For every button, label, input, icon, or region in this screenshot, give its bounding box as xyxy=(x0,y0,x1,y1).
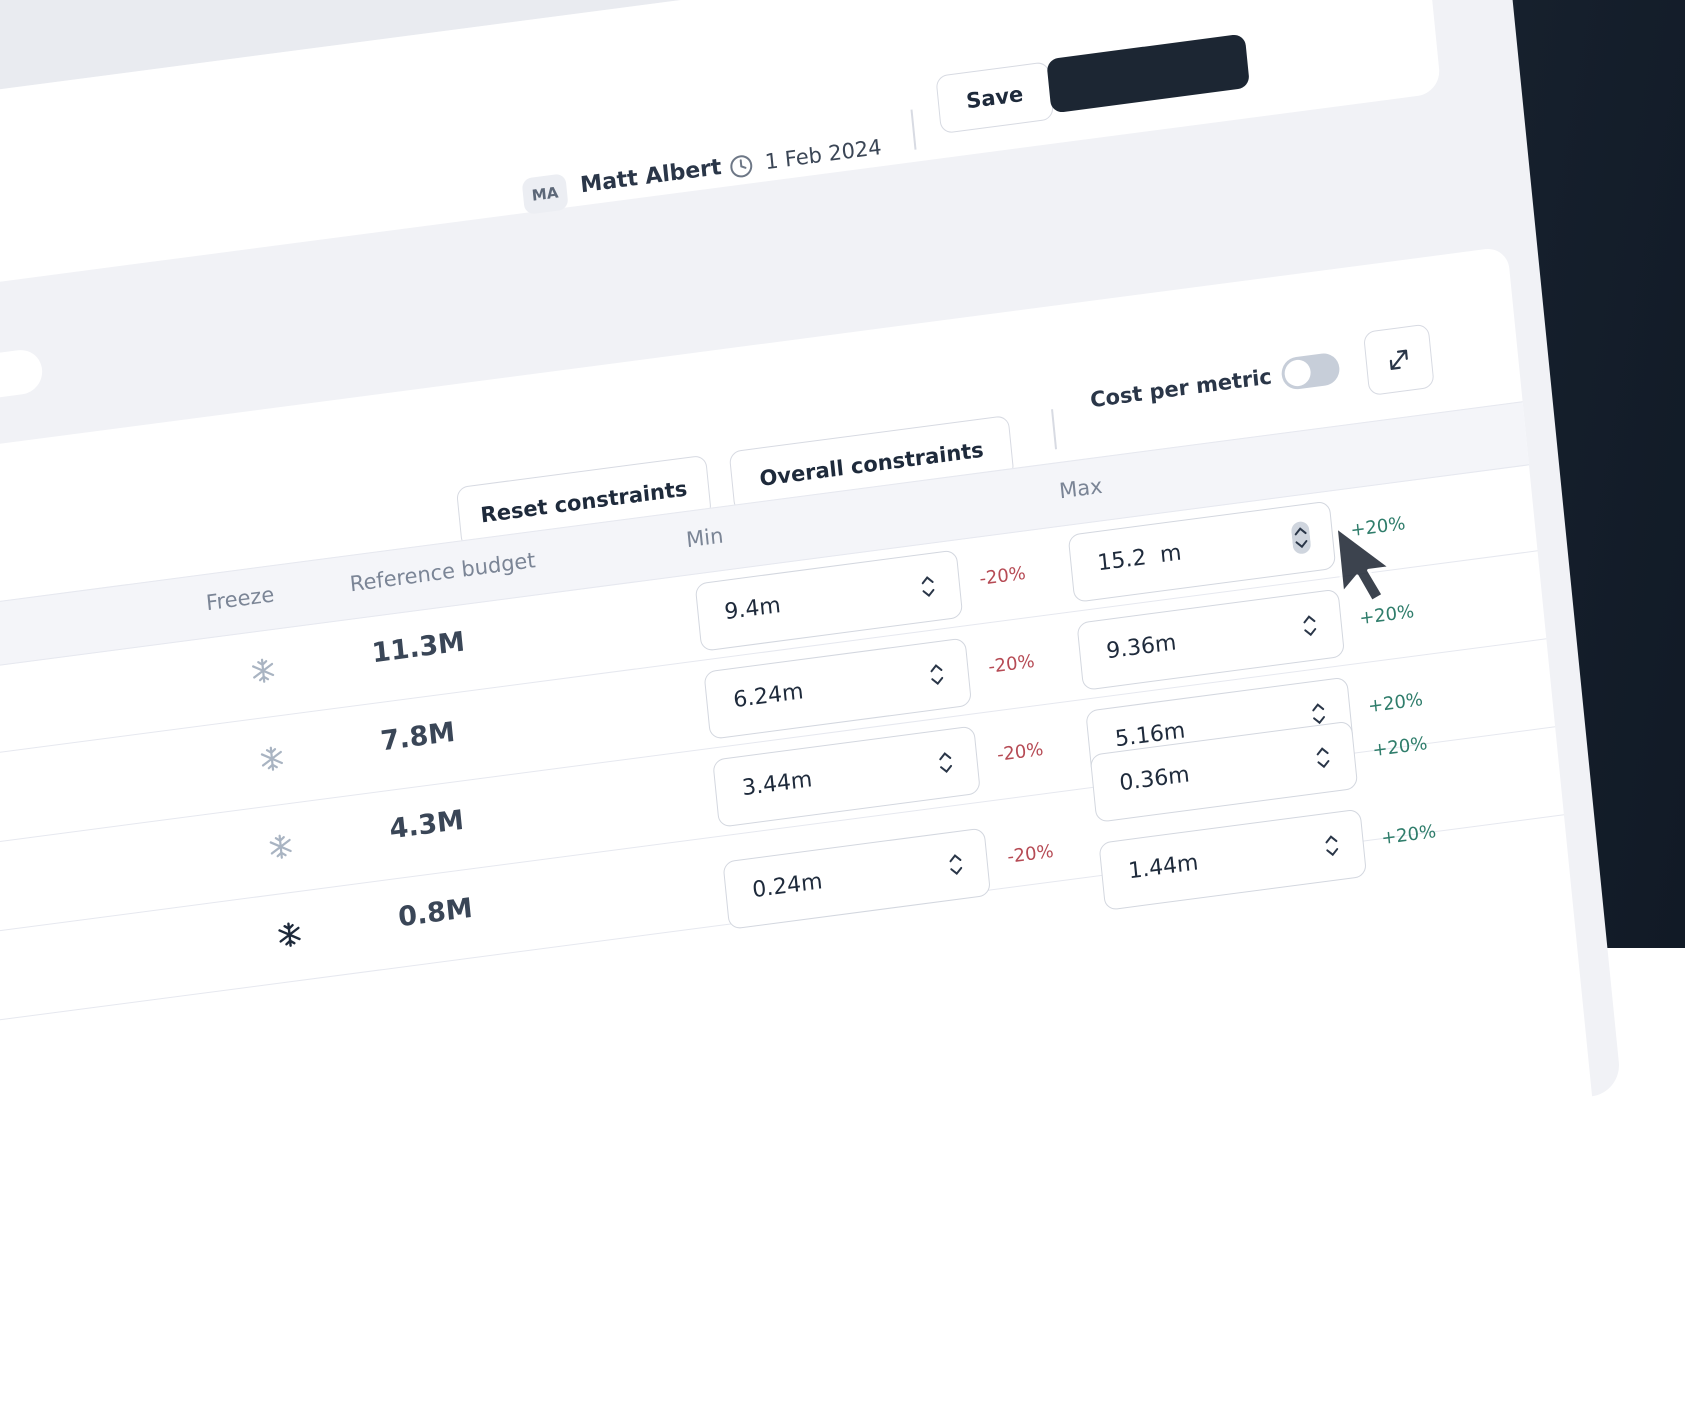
unit-label: m xyxy=(1175,850,1200,879)
chevron-up-down-icon[interactable] xyxy=(917,567,938,605)
max-input-value: 9.36 xyxy=(1105,633,1157,665)
chevron-up-down-icon[interactable] xyxy=(1312,739,1333,777)
min-input-value: 3.44 xyxy=(741,769,793,802)
snowflake-icon[interactable] xyxy=(265,831,296,863)
chevron-up-down-icon[interactable] xyxy=(1308,695,1329,733)
unit-label: m xyxy=(780,679,805,707)
expand-button[interactable] xyxy=(1362,323,1435,397)
min-column-header: Min xyxy=(685,523,725,553)
chevron-up-down-icon[interactable] xyxy=(945,845,966,883)
toggle-knob xyxy=(1283,358,1312,388)
min-input[interactable]: 9.4m xyxy=(694,549,964,652)
min-input[interactable]: 6.24m xyxy=(703,637,973,740)
max-input[interactable]: 9.36m xyxy=(1076,588,1346,691)
chevron-up-down-icon[interactable] xyxy=(935,743,956,781)
snowflake-icon[interactable] xyxy=(257,743,288,775)
chevron-up-down-icon[interactable] xyxy=(926,655,947,693)
unit-label: m xyxy=(799,869,824,897)
min-input[interactable]: 0.24m xyxy=(722,827,992,930)
unit-label: m xyxy=(1158,540,1183,569)
max-input-value: 15.2 xyxy=(1096,545,1148,577)
max-input[interactable]: 5.16m xyxy=(1085,676,1354,779)
max-input[interactable]: 15.2 m xyxy=(1067,500,1337,603)
unit-label: m xyxy=(758,592,782,621)
clock-icon xyxy=(730,155,753,178)
min-input-value: 6.24 xyxy=(732,681,784,714)
chevron-up-down-icon[interactable] xyxy=(1290,519,1311,557)
max-input-value: 0.36 xyxy=(1118,765,1170,797)
mouse-pointer-icon xyxy=(1334,525,1392,603)
snowflake-icon[interactable] xyxy=(248,655,279,687)
app-screen: MA Matt Albert 1 Feb 2024 Save Reset con… xyxy=(0,0,1622,1316)
min-input-value: 0.24 xyxy=(751,871,803,904)
avatar[interactable]: MA xyxy=(521,173,569,215)
snowflake-icon[interactable] xyxy=(274,919,305,951)
chevron-up-down-icon[interactable] xyxy=(1299,607,1320,645)
min-input-value: 9.4 xyxy=(723,595,761,626)
unit-label: m xyxy=(789,767,814,795)
max-input[interactable]: 0.36m xyxy=(1089,720,1359,823)
unit-label: m xyxy=(1166,762,1191,791)
expand-icon xyxy=(1389,349,1408,370)
chevron-up-down-icon[interactable] xyxy=(1321,827,1342,865)
max-input-value: 1.44 xyxy=(1127,853,1179,885)
min-input[interactable]: 3.44m xyxy=(712,725,981,828)
unit-label: m xyxy=(1153,630,1178,659)
max-input[interactable]: 1.44m xyxy=(1098,808,1368,911)
